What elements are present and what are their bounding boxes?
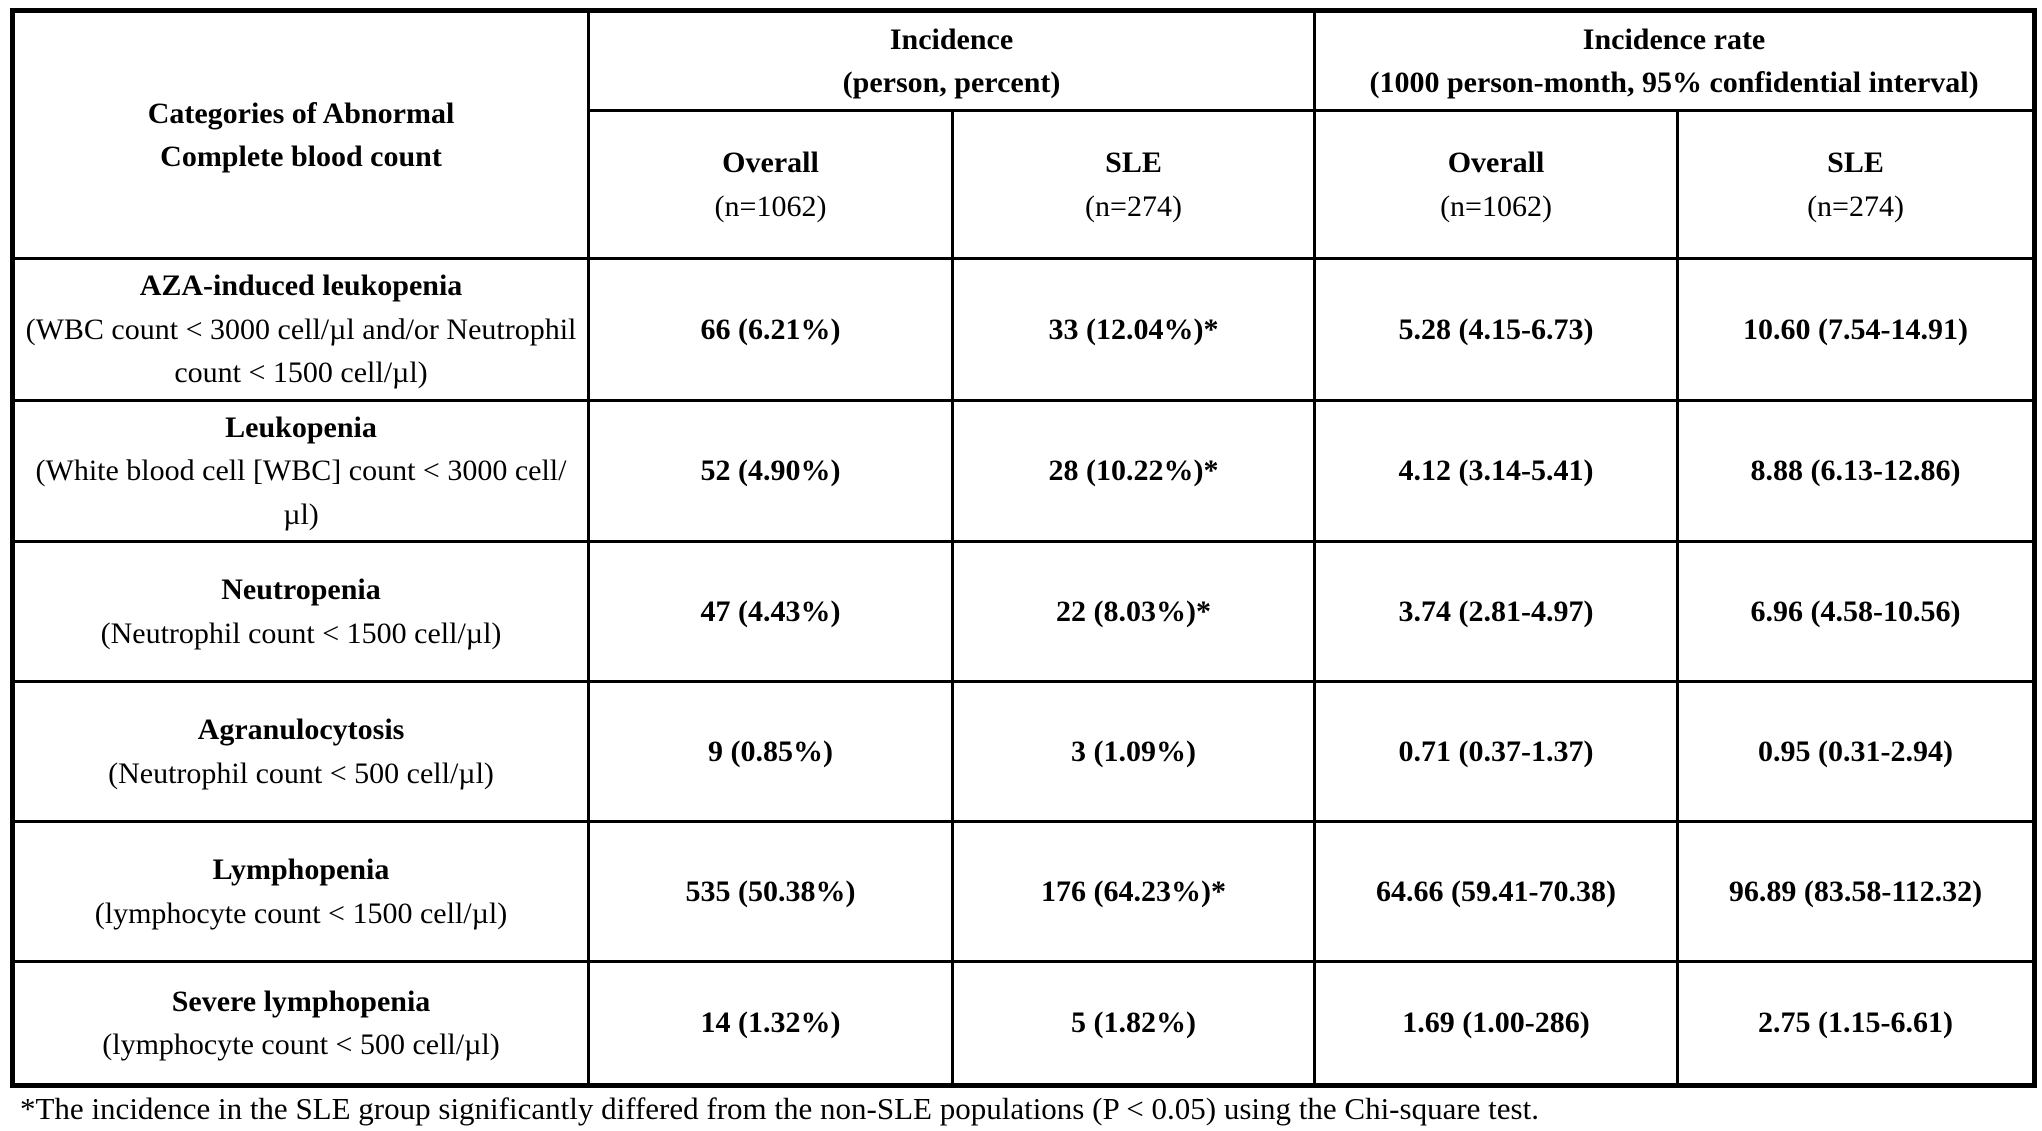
cbc-incidence-table: Categories of Abnormal Complete blood co…	[10, 8, 2038, 1088]
rate-overall-value: 0.71 (0.37-1.37)	[1313, 680, 1680, 823]
category-definition: (Neutrophil count < 1500 cell/µl)	[100, 616, 502, 650]
row-category: Severe lymphopenia (lymphocyte count < 5…	[11, 960, 590, 1087]
subheader-incidence-sle: SLE (n=274)	[950, 109, 1317, 260]
rate-overall-value: 3.74 (2.81-4.97)	[1313, 540, 1680, 683]
category-name: Neutropenia	[221, 573, 381, 606]
table-row-lymphopenia: Lymphopenia (lymphocyte count < 1500 cel…	[11, 820, 2037, 963]
table-row-severe-lymphopenia: Severe lymphopenia (lymphocyte count < 5…	[11, 960, 2037, 1087]
incidence-rate-group-title: Incidence rate	[1582, 22, 1766, 56]
group-header-incidence-rate: Incidence rate (1000 person-month, 95% c…	[1313, 9, 2037, 112]
row-category: Neutropenia (Neutrophil count < 1500 cel…	[11, 540, 590, 683]
incidence-overall-value: 14 (1.32%)	[587, 960, 954, 1087]
category-definition: (Neutrophil count < 500 cell/µl)	[108, 756, 494, 790]
incidence-sle-value: 176 (64.23%)*	[950, 820, 1317, 963]
rate-sle-value: 8.88 (6.13-12.86)	[1676, 398, 2037, 543]
rate-overall-value: 4.12 (3.14-5.41)	[1313, 398, 1680, 543]
column-header-categories: Categories of Abnormal Complete blood co…	[11, 9, 590, 260]
rate-overall-value: 64.66 (59.41-70.38)	[1313, 820, 1680, 963]
subheader-rate-overall: Overall (n=1062)	[1313, 109, 1680, 260]
subheader-incidence-overall: Overall (n=1062)	[587, 109, 954, 260]
incidence-overall-value: 535 (50.38%)	[587, 820, 954, 963]
footnote: *The incidence in the SLE group signific…	[20, 1091, 1539, 1126]
subheader-rate-sle: SLE (n=274)	[1676, 109, 2037, 260]
incidence-overall-value: 9 (0.85%)	[587, 680, 954, 823]
incidence-overall-value: 66 (6.21%)	[587, 257, 954, 402]
row-category: Agranulocytosis (Neutrophil count < 500 …	[11, 680, 590, 823]
category-name: Leukopenia	[225, 410, 377, 444]
category-name: Agranulocytosis	[197, 713, 405, 746]
category-definition: (lymphocyte count < 1500 cell/µl)	[94, 896, 508, 930]
rate-overall-value: 5.28 (4.15-6.73)	[1313, 257, 1680, 402]
group-header-incidence: Incidence (person, percent)	[586, 9, 1317, 112]
category-definition: (lymphocyte count < 500 cell/µl)	[102, 1028, 500, 1061]
category-name: Severe lymphopenia	[171, 984, 431, 1018]
rate-sle-value: 10.60 (7.54-14.91)	[1676, 257, 2037, 402]
row-category: Leukopenia (White blood cell [WBC] count…	[11, 398, 590, 543]
row-category: Lymphopenia (lymphocyte count < 1500 cel…	[11, 820, 590, 963]
group-header-row: Categories of Abnormal Complete blood co…	[11, 9, 2037, 260]
category-definition: (White blood cell [WBC] count < 3000 cel…	[35, 454, 567, 531]
incidence-sle-value: 22 (8.03%)*	[950, 540, 1317, 683]
table-row-leukopenia: Leukopenia (White blood cell [WBC] count…	[11, 398, 2037, 543]
categories-header-line2: Complete blood count	[160, 140, 442, 173]
subheader-row: Overall (n=1062) SLE (n=274) Overall (n=…	[13, 109, 2037, 260]
rate-sle-value: 0.95 (0.31-2.94)	[1676, 680, 2037, 823]
category-definition: (WBC count < 3000 cell/µl and/or Neutrop…	[25, 312, 577, 390]
rate-sle-value: 96.89 (83.58-112.32)	[1676, 820, 2037, 963]
rate-sle-value: 2.75 (1.15-6.61)	[1676, 960, 2037, 1087]
table-row-agranulocytosis: Agranulocytosis (Neutrophil count < 500 …	[11, 680, 2037, 823]
incidence-sle-value: 5 (1.82%)	[950, 960, 1317, 1087]
rate-overall-value: 1.69 (1.00-286)	[1313, 960, 1680, 1087]
rate-sle-value: 6.96 (4.58-10.56)	[1676, 540, 2037, 683]
incidence-group-title: Incidence	[889, 22, 1014, 56]
category-name: AZA-induced leukopenia	[139, 269, 463, 302]
row-category: AZA-induced leukopenia (WBC count < 3000…	[11, 257, 590, 402]
incidence-sle-value: 3 (1.09%)	[950, 680, 1317, 823]
incidence-overall-value: 52 (4.90%)	[587, 398, 954, 543]
category-name: Lymphopenia	[212, 853, 390, 886]
incidence-overall-value: 47 (4.43%)	[587, 540, 954, 683]
incidence-sle-value: 28 (10.22%)*	[950, 398, 1317, 543]
incidence-group-subtitle: (person, percent)	[842, 66, 1061, 99]
table-row-neutropenia: Neutropenia (Neutrophil count < 1500 cel…	[11, 540, 2037, 683]
categories-header-line1: Categories of Abnormal	[147, 96, 455, 130]
incidence-sle-value: 33 (12.04%)*	[950, 257, 1317, 402]
incidence-rate-group-subtitle: (1000 person-month, 95% confidential int…	[1369, 66, 1979, 99]
table-row-aza-induced-leukopenia: AZA-induced leukopenia (WBC count < 3000…	[11, 257, 2037, 402]
